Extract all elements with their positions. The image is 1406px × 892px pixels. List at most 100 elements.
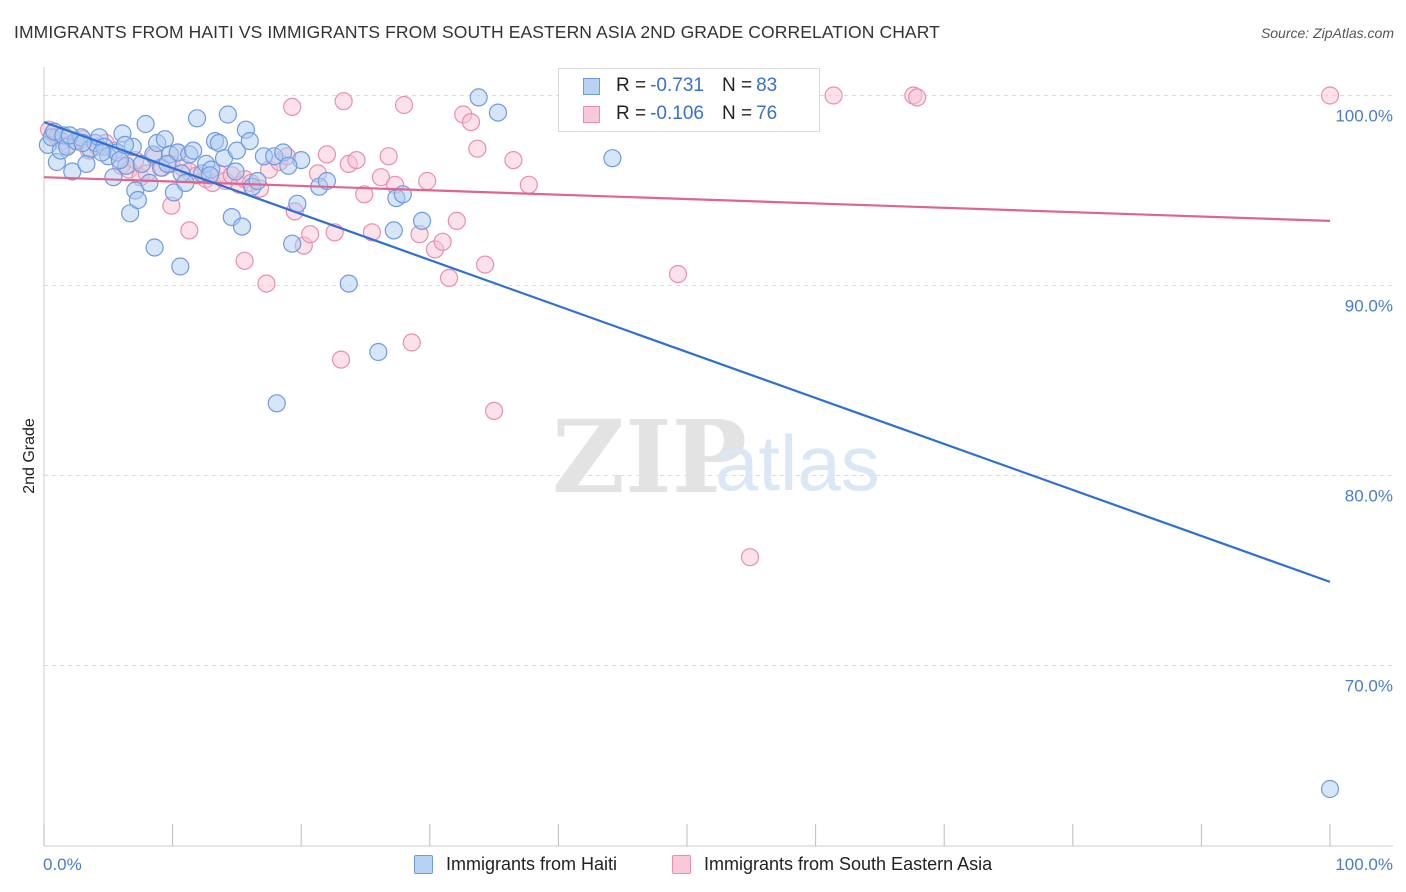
sea-point (461, 112, 481, 132)
y-tick-label: 70.0% (1345, 677, 1393, 696)
trendline-haiti (43, 121, 1331, 583)
sea-point (468, 139, 487, 158)
watermark-zip: ZIP (552, 398, 747, 516)
y-tick-label: 100.0% (1335, 107, 1393, 126)
haiti-point (283, 234, 302, 253)
haiti-point (267, 394, 286, 413)
haiti-point (104, 168, 123, 187)
haiti-point (187, 109, 207, 128)
legend-n-value: 83 (756, 75, 778, 96)
sea-point (433, 232, 452, 251)
haiti-point (226, 162, 245, 181)
haiti-point (136, 114, 155, 134)
correlation-legend: R = -0.731 N = 83 R = -0.106 N = 76 (558, 68, 820, 132)
haiti-point (317, 171, 337, 191)
haiti-point (412, 211, 432, 230)
x-tick-label-min: 0.0% (43, 855, 82, 874)
haiti-point (469, 88, 488, 107)
haiti-point (248, 171, 267, 191)
legend-swatch-haiti (583, 77, 600, 95)
watermark-atlas: atlas (715, 419, 880, 507)
sea-point (257, 274, 276, 293)
sea-point (447, 211, 466, 230)
sea-point (301, 225, 320, 244)
haiti-point (240, 132, 259, 151)
haiti-point (232, 217, 252, 236)
haiti-point (279, 156, 298, 175)
sea-point (283, 97, 302, 117)
haiti-point (92, 143, 111, 162)
bottom-legend-label-haiti: Immigrants from Haiti (446, 853, 618, 874)
sea-point (504, 151, 523, 170)
haiti-point (369, 342, 388, 362)
y-tick-label: 80.0% (1345, 487, 1393, 506)
haiti-point (77, 154, 96, 173)
sea-point (485, 401, 504, 420)
sea-point (519, 175, 538, 194)
legend-row-haiti: R = -0.731 N = 83 (583, 73, 777, 99)
haiti-point (73, 133, 92, 153)
haiti-point (603, 149, 622, 168)
trendline-sea (43, 176, 1331, 222)
haiti-point (339, 274, 358, 293)
watermark: ZIP atlas (552, 398, 880, 516)
source-label: Source: ZipAtlas.com (1260, 25, 1394, 41)
sea-point (824, 86, 843, 105)
haiti-point (218, 105, 237, 124)
haiti-point (110, 151, 129, 170)
legend-r-label: R = (616, 75, 647, 96)
haiti-point (145, 238, 164, 257)
legend-n-label: N = (721, 75, 753, 96)
sea-point (180, 221, 199, 240)
bottom-legend-haiti: Immigrants from Haiti (414, 851, 617, 877)
haiti-point (488, 103, 508, 122)
series-haiti-points (38, 88, 1340, 799)
bottom-legend-label-sea: Immigrants from South Eastern Asia (704, 853, 993, 874)
chart-title: IMMIGRANTS FROM HAITI VS IMMIGRANTS FROM… (14, 22, 940, 42)
sea-point (668, 265, 688, 284)
sea-point (418, 171, 437, 191)
sea-point (317, 145, 337, 164)
sea-point (334, 92, 353, 111)
sea-point (740, 548, 760, 567)
bottom-legend-sea: Immigrants from South Eastern Asia (672, 851, 992, 877)
legend-row-sea: R = -0.106 N = 76 (583, 101, 777, 127)
sea-point (235, 251, 254, 270)
sea-point (402, 333, 421, 352)
haiti-point (1320, 779, 1340, 799)
axes (43, 67, 1393, 847)
sea-point (475, 255, 495, 274)
sea-point (439, 268, 459, 287)
legend-swatch-sea (583, 105, 600, 123)
sea-point (331, 350, 351, 369)
haiti-point (63, 162, 82, 181)
sea-point (347, 151, 366, 170)
bottom-legend-swatch-sea (672, 854, 691, 874)
sea-point (379, 147, 398, 166)
sea-point (908, 88, 927, 107)
haiti-point (128, 190, 147, 210)
legend-r-value: -0.731 (650, 75, 704, 96)
y-axis-title: 2nd Grade (21, 418, 38, 494)
haiti-point (384, 221, 403, 240)
haiti-point (209, 133, 228, 153)
sea-point (371, 168, 391, 187)
y-tick-label: 90.0% (1345, 297, 1393, 316)
y-tick-labels: 70.0% 80.0% 90.0% 100.0% (1335, 107, 1393, 696)
x-tick-label-max: 100.0% (1335, 855, 1393, 874)
legend-n-value: 76 (756, 103, 778, 124)
haiti-point (155, 130, 174, 149)
bottom-legend-swatch-haiti (414, 854, 433, 874)
haiti-point (171, 257, 190, 276)
haiti-point (140, 173, 159, 192)
sea-point (362, 223, 382, 242)
legend-n-label: N = (721, 103, 753, 124)
legend-r-value: -0.106 (650, 103, 704, 124)
haiti-point (184, 141, 203, 160)
legend-r-label: R = (616, 103, 647, 124)
sea-point (394, 95, 414, 115)
sea-point (355, 185, 374, 204)
haiti-point (227, 141, 246, 160)
sea-point (1320, 86, 1340, 105)
